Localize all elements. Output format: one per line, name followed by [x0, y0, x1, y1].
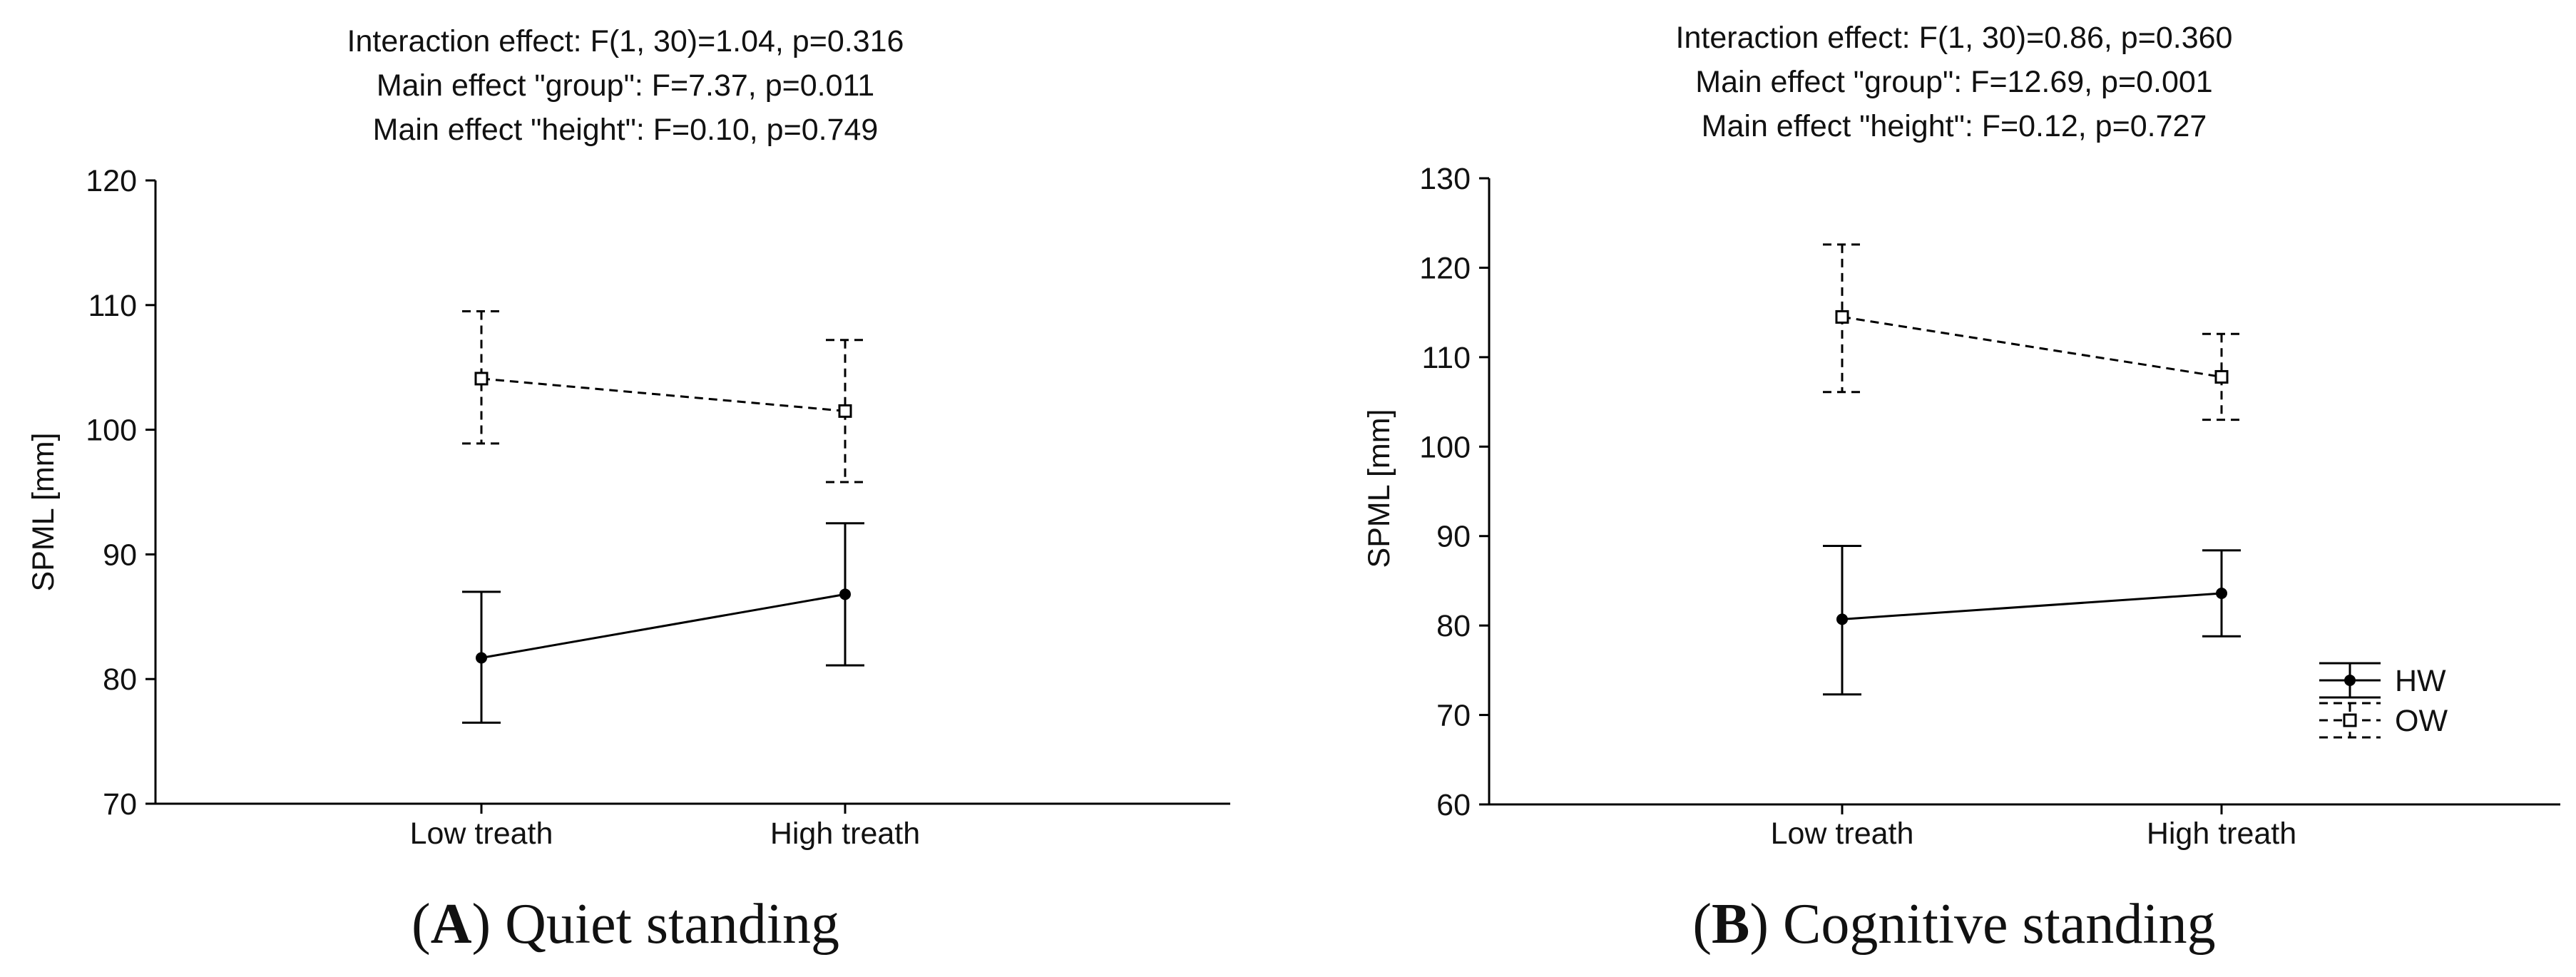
- legend-marker-hw: [2344, 675, 2356, 686]
- series-line-hw: [1841, 592, 2222, 620]
- data-point-ow: [474, 372, 489, 386]
- y-tick-label: 90: [1436, 520, 1471, 554]
- data-point-hw: [1836, 613, 1848, 625]
- y-tick-label: 100: [86, 414, 137, 448]
- annotation-height-effect: Main effect "height": F=0.12, p=0.727: [1702, 109, 2207, 143]
- annotation-interaction: Interaction effect: F(1, 30)=0.86, p=0.3…: [1676, 21, 2233, 55]
- caption-open-paren: (: [412, 893, 431, 956]
- legend-label-ow: OW: [2395, 704, 2448, 738]
- panel-a: Interaction effect: F(1, 30)=1.04, p=0.3…: [26, 24, 1230, 956]
- plot-area: [462, 310, 864, 724]
- y-tick-label: 100: [1419, 430, 1471, 464]
- caption-close-paren: ): [471, 893, 491, 956]
- data-point-hw: [476, 652, 487, 664]
- data-point-hw: [2216, 587, 2227, 599]
- panel-title: Cognitive standing: [1783, 893, 2216, 956]
- caption-open-paren: (: [1692, 893, 1712, 956]
- x-tick-label: High treath: [2147, 817, 2296, 851]
- y-tick-label: 80: [103, 663, 137, 697]
- legend-marker-ow: [2343, 713, 2357, 727]
- caption-space: [1769, 893, 1783, 956]
- data-point-hw: [839, 588, 851, 600]
- x-tick-label: Low treath: [1771, 817, 1914, 851]
- y-tick-label: 120: [86, 164, 137, 198]
- panel-title: Quiet standing: [505, 893, 839, 956]
- annotation-height-effect: Main effect "height": F=0.10, p=0.749: [373, 113, 879, 147]
- panel-letter: B: [1712, 893, 1749, 956]
- x-ticks: Low treath High treath: [410, 804, 920, 851]
- series-line-hw: [481, 593, 846, 659]
- y-axis-label: SPML [mm]: [26, 433, 61, 592]
- panel-caption: (B) Cognitive standing: [1692, 893, 2215, 956]
- y-tick-label: 80: [1436, 609, 1471, 643]
- y-tick-label: 110: [1421, 341, 1471, 375]
- y-tick-label: 70: [103, 787, 137, 822]
- x-tick-label: Low treath: [410, 817, 553, 851]
- data-point-ow: [2214, 369, 2229, 384]
- x-tick-label: High treath: [770, 817, 920, 851]
- x-ticks: Low treath High treath: [1771, 804, 2296, 851]
- panel-b: Interaction effect: F(1, 30)=0.86, p=0.3…: [1362, 21, 2560, 956]
- data-point-ow: [838, 404, 852, 418]
- y-tick-label: 90: [103, 538, 137, 572]
- panel-letter: A: [431, 893, 472, 956]
- data-point-ow: [1835, 310, 1849, 324]
- legend-label-hw: HW: [2395, 664, 2446, 698]
- annotation-group-effect: Main effect "group": F=12.69, p=0.001: [1695, 65, 2212, 99]
- caption-space: [491, 893, 505, 956]
- y-tick-label: 70: [1436, 699, 1471, 733]
- legend: HW OW: [2319, 662, 2448, 739]
- series-line-ow: [1841, 315, 2222, 378]
- y-ticks: 70 80 90 100 110 120: [86, 164, 155, 822]
- y-tick-label: 110: [88, 289, 137, 323]
- y-axis-label: SPML [mm]: [1362, 409, 1396, 568]
- series-line-ow: [481, 377, 846, 412]
- plot-area: [1823, 243, 2241, 696]
- y-tick-label: 60: [1436, 788, 1471, 822]
- y-ticks: 60 70 80 90 100 110 120 130: [1419, 162, 1489, 822]
- annotation-interaction: Interaction effect: F(1, 30)=1.04, p=0.3…: [347, 24, 904, 58]
- annotation-group-effect: Main effect "group": F=7.37, p=0.011: [377, 68, 874, 103]
- y-tick-label: 130: [1419, 162, 1471, 196]
- panel-caption: (A) Quiet standing: [412, 893, 839, 956]
- caption-close-paren: ): [1749, 893, 1769, 956]
- y-tick-label: 120: [1419, 251, 1471, 285]
